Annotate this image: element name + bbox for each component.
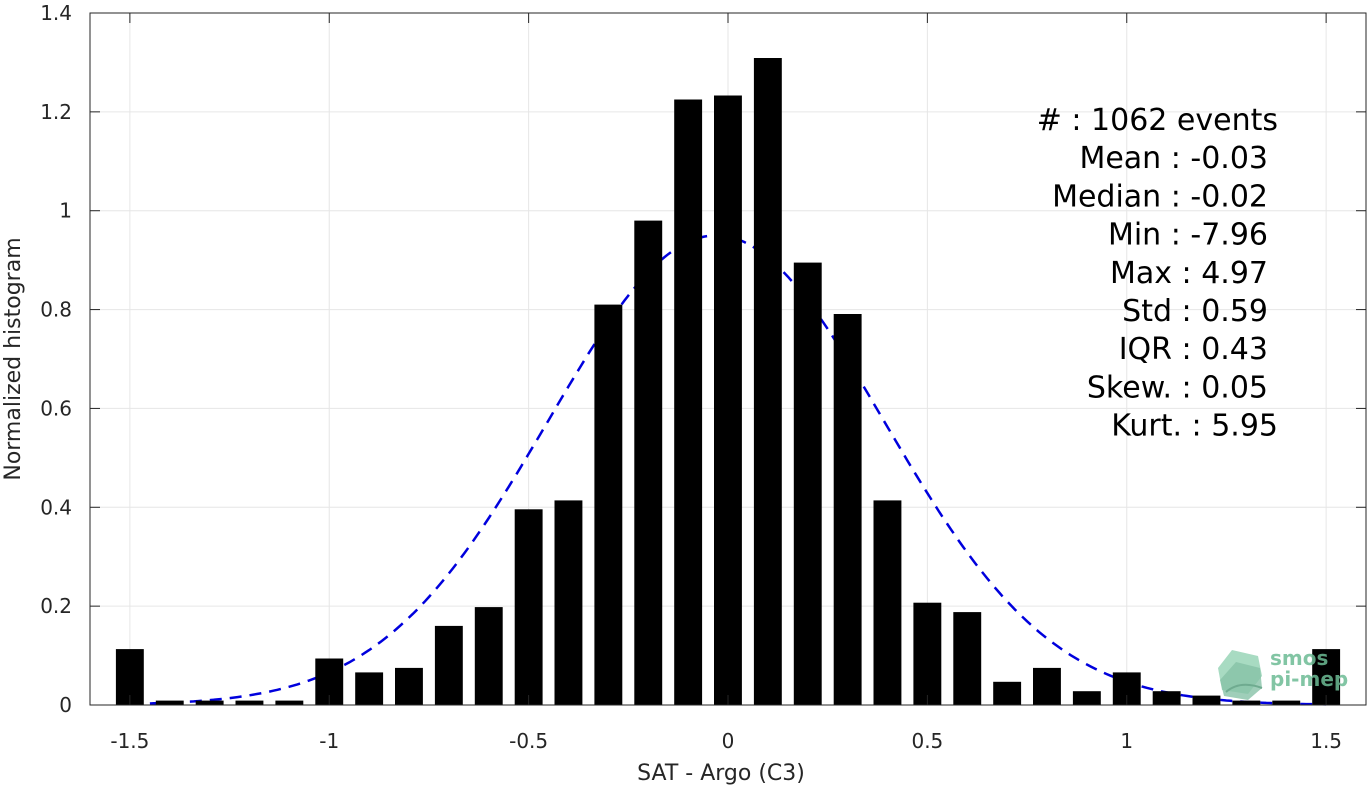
histogram-bar bbox=[1272, 700, 1301, 705]
histogram-bar bbox=[235, 700, 264, 705]
x-tick-label: -0.5 bbox=[509, 729, 548, 753]
x-axis-ticks: -1.5 -1 -0.5 0 0.5 1 1.5 bbox=[110, 13, 1342, 753]
stat-line: Std : 0.59 bbox=[1122, 294, 1268, 329]
waves-icon bbox=[1218, 650, 1263, 700]
x-tick-label: 0.5 bbox=[911, 729, 943, 753]
bars-group bbox=[115, 58, 1341, 705]
histogram-bar bbox=[833, 314, 862, 705]
histogram-bar bbox=[753, 58, 782, 705]
histogram-bar bbox=[1192, 695, 1221, 705]
y-tick-label: 0.6 bbox=[40, 396, 72, 420]
histogram-bar bbox=[155, 700, 184, 705]
histogram-bar bbox=[1152, 691, 1181, 705]
histogram-bar bbox=[1072, 691, 1101, 705]
y-tick-label: 0.8 bbox=[40, 298, 72, 322]
histogram-bar bbox=[434, 625, 463, 705]
stat-line: Kurt. : 5.95 bbox=[1111, 409, 1278, 444]
stat-line: Median : -0.02 bbox=[1052, 179, 1268, 214]
y-tick-label: 1.4 bbox=[40, 1, 72, 25]
histogram-bar bbox=[873, 500, 902, 705]
x-tick-label: -1.5 bbox=[110, 729, 149, 753]
logo-line2: pi-mep bbox=[1270, 667, 1348, 691]
y-tick-label: 1 bbox=[59, 199, 72, 223]
y-tick-label: 0.2 bbox=[40, 594, 72, 618]
y-tick-label: 1.2 bbox=[40, 100, 72, 124]
histogram-bar bbox=[275, 700, 304, 705]
histogram-bar bbox=[514, 509, 543, 705]
x-tick-label: 0 bbox=[722, 729, 735, 753]
logo-line1: smos bbox=[1270, 646, 1328, 670]
stat-line: Skew. : 0.05 bbox=[1087, 370, 1268, 405]
stat-line: IQR : 0.43 bbox=[1119, 332, 1268, 367]
histogram-bar bbox=[674, 99, 703, 705]
y-tick-label: 0.4 bbox=[40, 495, 72, 519]
histogram-bar bbox=[793, 262, 822, 705]
stat-line: Max : 4.97 bbox=[1110, 256, 1268, 291]
histogram-bar bbox=[634, 220, 663, 705]
y-axis-ticks: 0 0.2 0.4 0.6 0.8 1 1.2 1.4 bbox=[40, 1, 1366, 717]
smos-pimep-logo: smos pi-mep bbox=[1218, 646, 1348, 700]
stat-line: # : 1062 events bbox=[1037, 103, 1278, 138]
histogram-bar bbox=[993, 681, 1022, 705]
histogram-bar bbox=[953, 612, 982, 705]
stat-line: Min : -7.96 bbox=[1108, 218, 1268, 253]
histogram-bar bbox=[474, 607, 503, 705]
histogram-bar bbox=[195, 700, 224, 705]
histogram-bar bbox=[554, 500, 583, 705]
y-tick-label: 0 bbox=[59, 693, 72, 717]
histogram-bar bbox=[395, 667, 423, 705]
histogram-bar bbox=[714, 95, 742, 705]
x-tick-label: 1.5 bbox=[1310, 729, 1342, 753]
histogram-bar bbox=[1033, 667, 1061, 705]
histogram-bar bbox=[594, 304, 623, 705]
histogram-bar bbox=[355, 672, 384, 705]
histogram-bar bbox=[1232, 700, 1261, 705]
x-tick-label: -1 bbox=[319, 729, 339, 753]
histogram-bar bbox=[913, 602, 942, 705]
stat-line: Mean : -0.03 bbox=[1079, 141, 1268, 176]
x-tick-label: 1 bbox=[1120, 729, 1133, 753]
x-axis-label: SAT - Argo (C3) bbox=[637, 761, 805, 786]
y-axis-label: Normalized histogram bbox=[1, 237, 26, 480]
